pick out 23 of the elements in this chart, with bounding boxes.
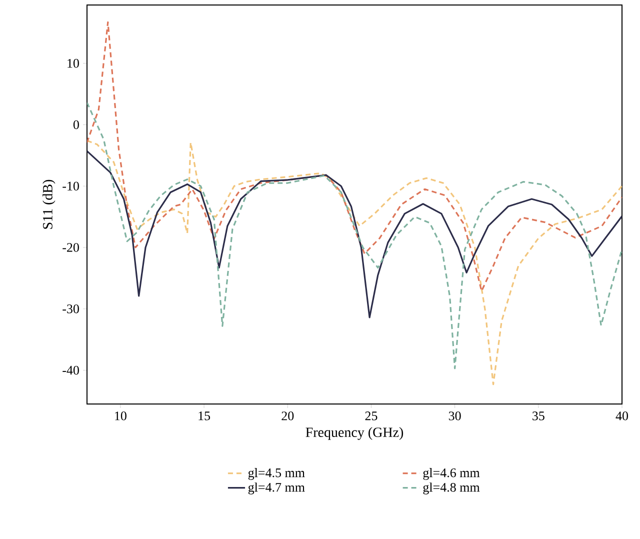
y-tick-label: 0	[73, 120, 79, 130]
x-tick-label: 30	[448, 412, 461, 420]
x-axis-title: Frequency (GHz)	[306, 427, 404, 440]
x-tick-label: 35	[532, 412, 544, 420]
line-series	[87, 21, 622, 292]
y-tick-label: -40	[62, 366, 79, 375]
line-series	[87, 150, 622, 318]
y-tick-label: -30	[62, 304, 79, 314]
line-series	[87, 102, 622, 370]
x-tick-label: 15	[198, 412, 210, 420]
line-series	[87, 140, 622, 386]
legend-label: gl=4.8 mm	[423, 482, 480, 494]
legend-label: gl=4.6 mm	[423, 468, 480, 480]
legend-label: gl=4.7 mm	[248, 482, 305, 494]
x-tick-label: 40	[616, 412, 628, 420]
x-tick-label: 25	[365, 412, 378, 420]
x-tick-label: 10	[115, 412, 126, 420]
y-tick-label: 10	[68, 58, 79, 68]
y-tick-label: -20	[62, 243, 79, 252]
y-axis-title: S11 (dB)	[42, 180, 56, 229]
x-tick-label: 20	[282, 412, 294, 420]
legend-label: gl=4.5 mm	[248, 468, 305, 480]
y-tick-label: -10	[62, 182, 79, 190]
